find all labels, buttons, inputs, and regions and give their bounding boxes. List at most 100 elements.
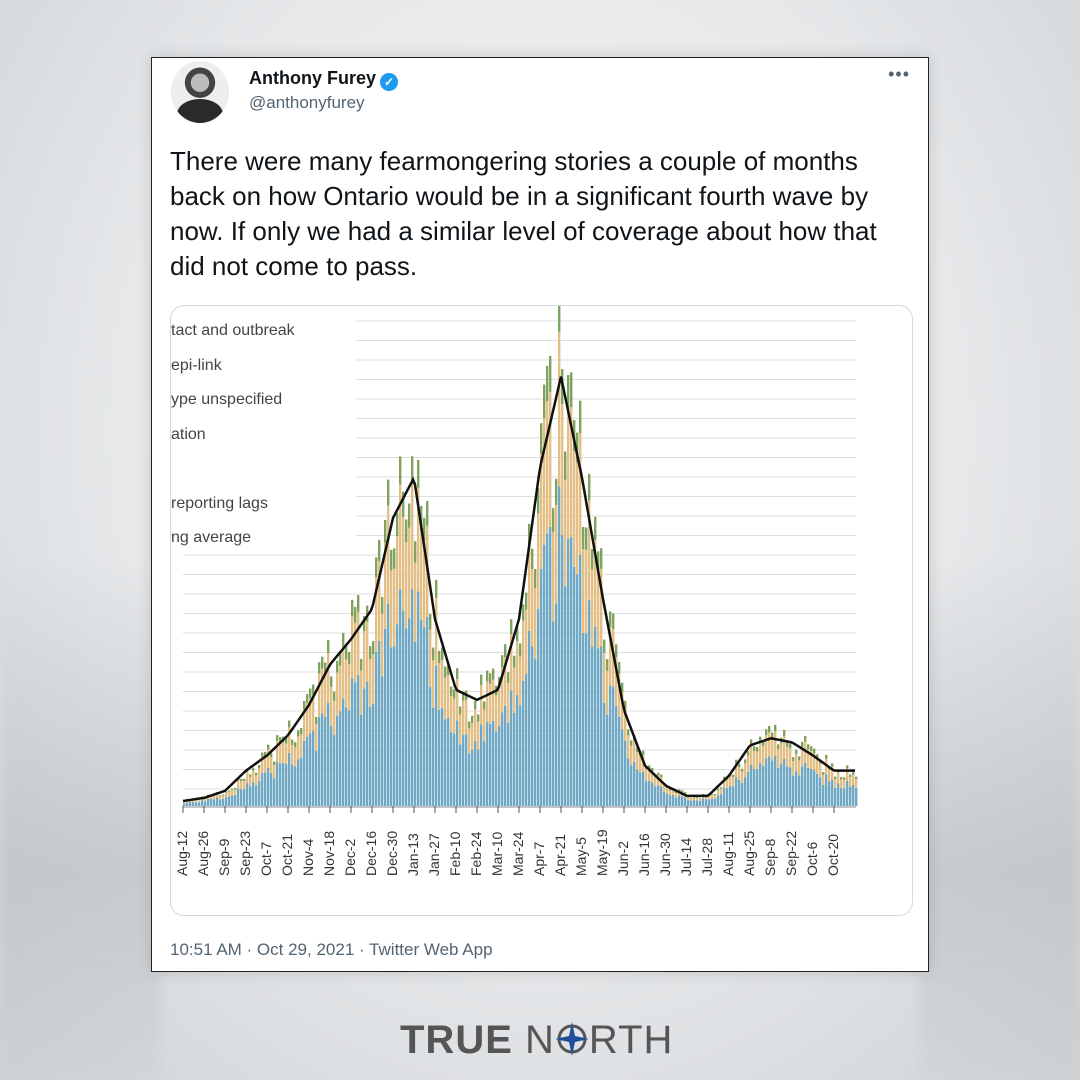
bar-blue	[546, 533, 549, 806]
bar-tan	[450, 696, 453, 732]
bar-tan	[321, 668, 324, 714]
bar-green	[423, 517, 426, 541]
bar-blue	[792, 775, 795, 806]
bar-tan	[570, 406, 573, 538]
bar-blue	[471, 750, 474, 806]
bar-green	[411, 456, 414, 485]
bar-tan	[408, 527, 411, 619]
bar-tan	[240, 781, 243, 790]
bar-green	[690, 797, 693, 799]
bar-green	[711, 793, 714, 795]
bar-green	[285, 738, 288, 744]
author-name[interactable]: Anthony Furey ✓	[249, 68, 399, 91]
bar-green	[471, 715, 474, 723]
bar-green	[750, 739, 753, 745]
bar-tan	[825, 759, 828, 775]
author-handle[interactable]: @anthonyfurey	[249, 93, 365, 112]
bar-tan	[417, 487, 420, 592]
bar-blue	[738, 779, 741, 806]
bar-tan	[462, 700, 465, 736]
bar-green	[774, 724, 777, 732]
bar-tan	[648, 768, 651, 781]
bar-blue	[612, 686, 615, 806]
bar-blue	[594, 626, 597, 806]
chart-image[interactable]: tact and outbreak epi-link ype unspecifi…	[170, 305, 913, 916]
bar-blue	[786, 766, 789, 806]
bar-green	[399, 456, 402, 485]
bar-tan	[291, 744, 294, 765]
bar-green	[513, 655, 516, 668]
bar-green	[387, 479, 390, 506]
bar-tan	[480, 685, 483, 725]
bar-blue	[810, 768, 813, 806]
bar-blue	[840, 788, 843, 806]
bar-green	[510, 619, 513, 635]
bar-tan	[204, 798, 207, 802]
bar-green	[318, 662, 321, 674]
bar-tan	[327, 653, 330, 703]
bar-green	[756, 746, 759, 752]
bar-blue	[447, 717, 450, 806]
bar-tan	[768, 732, 771, 757]
bar-blue	[570, 537, 573, 806]
bar-tan	[315, 724, 318, 751]
bar-blue	[216, 797, 219, 806]
bar-tan	[822, 774, 825, 785]
bar-blue	[432, 707, 435, 806]
bar-green	[765, 729, 768, 736]
bar-tan	[438, 663, 441, 710]
more-options-icon[interactable]: •••	[888, 64, 910, 84]
bar-blue	[720, 794, 723, 806]
bar-tan	[606, 670, 609, 715]
bar-green	[822, 772, 825, 775]
bar-blue	[507, 723, 510, 806]
bar-blue	[690, 801, 693, 806]
bar-tan	[297, 736, 300, 760]
bar-tan	[576, 462, 579, 575]
bar-green	[390, 549, 393, 571]
bar-blue	[756, 769, 759, 806]
bar-tan	[594, 539, 597, 627]
bar-tan	[666, 788, 669, 794]
bar-green	[777, 744, 780, 750]
bar-tan	[210, 795, 213, 799]
bar-green	[585, 527, 588, 550]
bar-green	[555, 478, 558, 506]
bar-green	[459, 706, 462, 715]
bar-tan	[705, 795, 708, 800]
bar-blue	[351, 678, 354, 806]
bar-green	[576, 432, 579, 463]
bar-blue	[609, 685, 612, 806]
bar-blue	[585, 633, 588, 806]
bar-green	[519, 643, 522, 657]
bar-blue	[255, 785, 258, 806]
bar-green	[279, 737, 282, 743]
bar-tan	[399, 484, 402, 590]
bar-green	[504, 644, 507, 658]
bar-blue	[489, 723, 492, 806]
bar-green	[669, 789, 672, 791]
bar-green	[732, 774, 735, 778]
bar-green	[267, 744, 270, 750]
bar-blue	[375, 651, 378, 806]
bar-blue	[492, 720, 495, 806]
bar-blue	[573, 566, 576, 806]
bar-blue	[195, 802, 198, 806]
bar-tan	[621, 692, 624, 730]
bar-blue	[555, 603, 558, 806]
bar-tan	[303, 709, 306, 741]
bar-blue	[429, 687, 432, 806]
bar-green	[432, 647, 435, 661]
bar-green	[234, 787, 237, 790]
bar-green	[405, 519, 408, 543]
tweet-timestamp[interactable]: 10:51 AM · Oct 29, 2021 · Twitter Web Ap…	[170, 940, 493, 959]
bar-tan	[411, 484, 414, 590]
bar-green	[660, 774, 663, 777]
bar-tan	[504, 657, 507, 706]
bar-green	[768, 725, 771, 733]
bar-tan	[465, 699, 468, 735]
bar-green	[438, 650, 441, 664]
x-tick-label: Aug-11	[720, 831, 736, 876]
bar-green	[381, 596, 384, 614]
avatar[interactable]	[171, 61, 229, 123]
